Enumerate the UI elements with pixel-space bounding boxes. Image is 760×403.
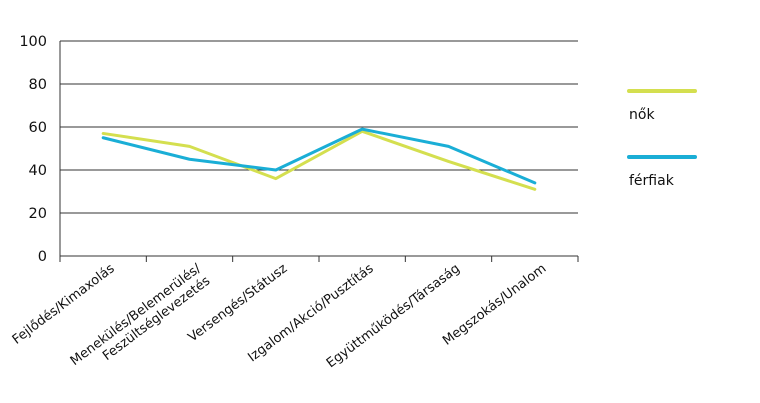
y-tick-label: 100 [19, 34, 47, 50]
y-tick-label: 80 [29, 77, 47, 93]
x-axis: Fejlődés/KimaxolásMenekülés/Belemerülés/… [10, 255, 579, 371]
legend-label: férfiak [629, 173, 675, 189]
y-tick-label: 60 [29, 120, 47, 136]
y-axis: 0 20 40 60 80 100 [19, 34, 61, 265]
gridlines [60, 40, 578, 214]
series-line-1 [101, 129, 537, 191]
legend: nők férfiak [627, 89, 697, 189]
series-line-2 [101, 127, 537, 185]
y-tick-label: 20 [29, 206, 47, 222]
legend-label: nők [629, 107, 655, 123]
y-tick-label: 0 [38, 249, 47, 265]
series-lines [101, 127, 537, 191]
y-tick-label: 40 [29, 163, 47, 179]
